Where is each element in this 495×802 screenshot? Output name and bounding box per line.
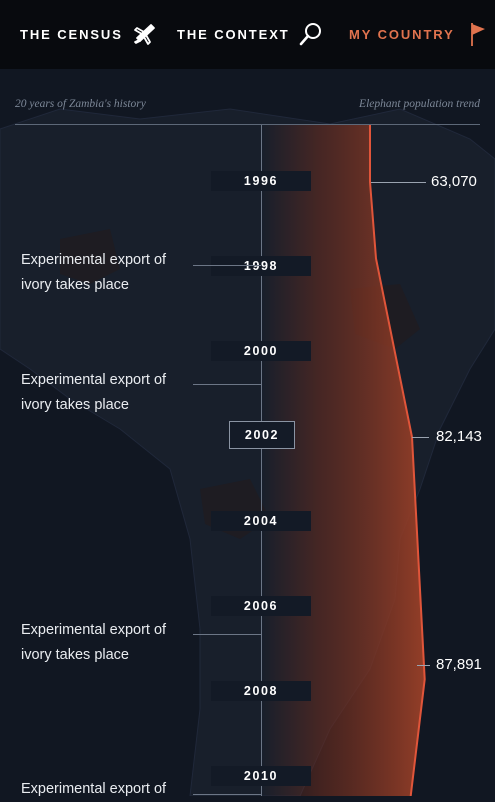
nav-context-label: THE CONTEXT [177,26,290,42]
event-connector [193,634,261,635]
timeline-event: Experimental export of ivory takes place [21,622,167,663]
header-divider [15,124,480,125]
year-label: 1998 [211,256,311,276]
year-label: 2006 [211,596,311,616]
trend-line [369,124,426,796]
value-connector [371,182,426,183]
timeline-event: Experimental export of ivory takes place [21,372,167,413]
year-label: 2004 [211,511,311,531]
top-navigation: THE CENSUS THE CONTEXT MY COUNTRY [0,0,495,69]
event-connector [193,265,261,266]
nav-country-label: MY COUNTRY [349,26,455,42]
timeline-event: Experimental export of [21,781,167,797]
event-connector [193,384,261,385]
year-label: 2010 [211,766,311,786]
value-connector [417,665,430,666]
timeline-axis [261,124,262,796]
nav-context-tab[interactable]: THE CONTEXT [177,20,324,48]
nav-census-tab[interactable]: THE CENSUS [20,20,157,48]
value-connector [412,437,429,438]
nav-my-country-tab[interactable]: MY COUNTRY [349,20,489,48]
airplane-icon [133,24,155,45]
population-value-label: 82,143 [436,428,482,445]
trend-area [262,124,425,796]
timeline-event: Experimental export of ivory takes place [21,252,167,293]
nav-census-label: THE CENSUS [20,26,123,42]
year-label: 1996 [211,171,311,191]
timeline-heading: 20 years of Zambia's history [15,98,146,110]
flag-icon [470,23,485,46]
year-label: 2000 [211,341,311,361]
selected-year-label[interactable]: 2002 [229,421,295,449]
trend-heading: Elephant population trend [359,98,480,110]
population-value-label: 63,070 [431,173,477,190]
event-connector [193,794,261,795]
year-label: 2008 [211,681,311,701]
magnifier-icon [299,23,321,46]
population-value-label: 87,891 [436,656,482,673]
